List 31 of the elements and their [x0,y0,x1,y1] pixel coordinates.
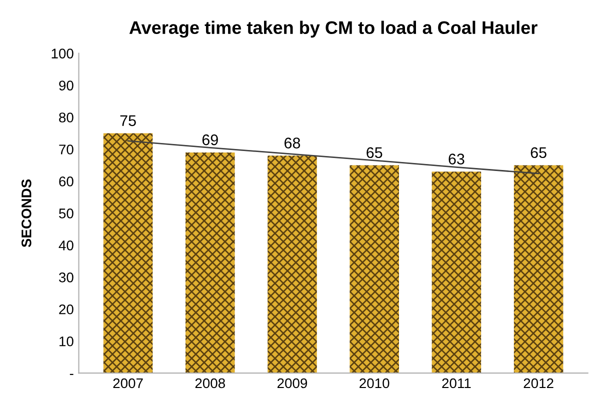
y-tick-label: 100 [52,48,74,58]
bar [350,165,399,374]
data-label: 65 [530,147,546,158]
data-label: 63 [448,154,464,164]
x-tick-label: 2012 [524,378,554,388]
x-tick-label: 2007 [113,378,143,388]
y-tick-label: 60 [59,176,74,186]
x-tick-label: 2009 [278,378,308,388]
x-tick-label: 2011 [442,378,471,388]
y-tick-label: 10 [60,336,74,346]
y-tick-label: 50 [59,208,74,218]
y-tick-label: - [70,374,74,375]
bar [432,172,482,374]
y-tick-label: 40 [58,240,74,250]
bar [514,165,564,374]
chart-title: Average time taken by CM to load a Coal Hauler [129,20,538,38]
data-label: 69 [202,134,218,146]
data-label: 65 [366,147,382,158]
data-label: 75 [120,115,136,126]
y-tick-label: 80 [59,112,74,122]
y-tick-label: 90 [59,80,74,90]
bar [268,156,317,374]
bar [186,152,235,374]
x-tick-label: 2008 [195,378,225,388]
y-tick-label: 30 [59,272,74,282]
y-axis-title: SECONDS [22,179,32,248]
y-tick-label: 70 [59,144,74,154]
data-label: 68 [284,138,300,148]
y-tick-label: 20 [59,304,74,314]
x-tick-label: 2010 [360,378,390,388]
bar [103,133,153,374]
